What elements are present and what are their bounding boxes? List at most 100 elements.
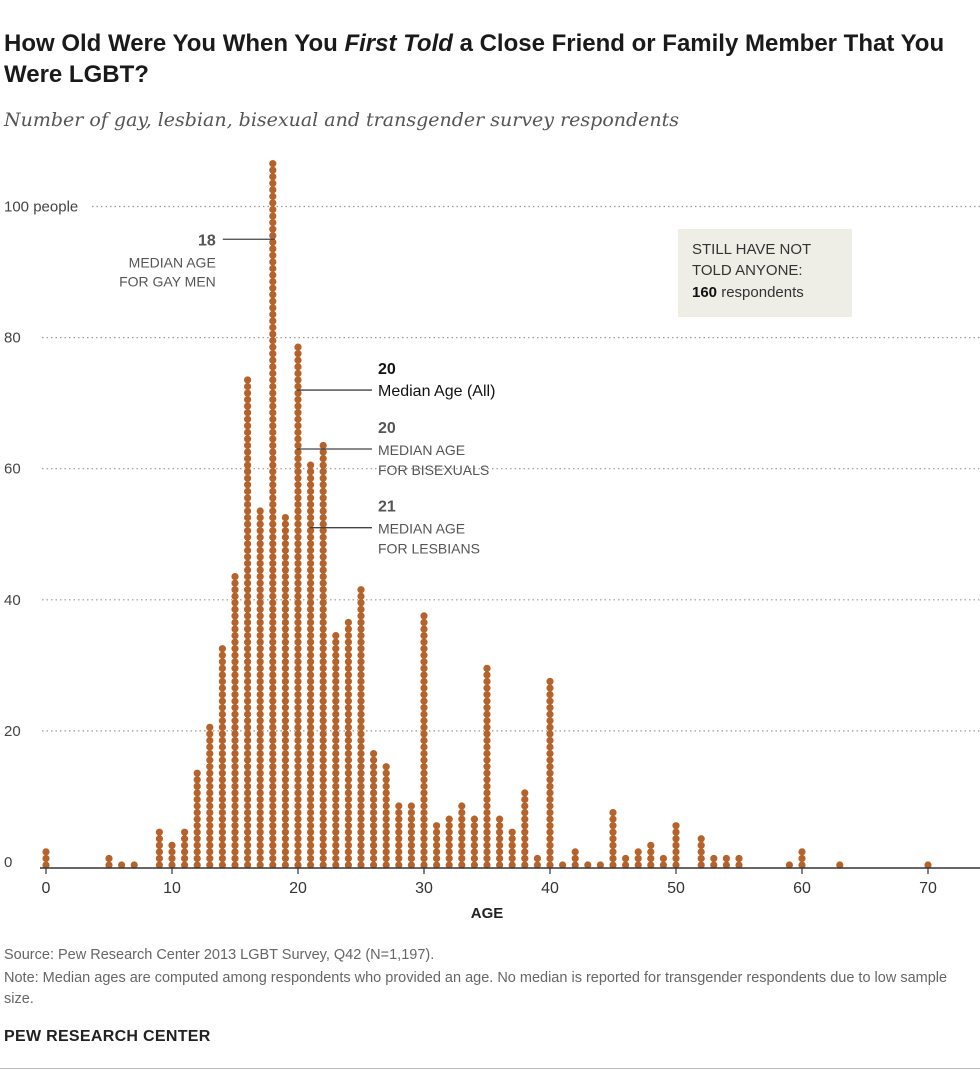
bar-dot [269,382,277,391]
bar-dot [294,553,302,561]
bar-dot [281,802,289,810]
bar-dot [269,671,277,679]
bar-dot [571,861,579,869]
bar-dot [218,763,226,771]
bar-dot [357,677,365,686]
bar-dot [420,802,428,810]
bar-dot [433,861,441,869]
bar-dot [231,612,239,620]
bar-dot [609,854,617,863]
bar-dot [344,749,352,758]
bar-dot [420,704,428,712]
bar-dot [269,205,277,214]
bar-dot [269,566,277,574]
bar-dot [193,782,201,790]
bar-dot [483,822,491,830]
bar-dot [218,795,226,804]
bar-dot [281,815,289,823]
bar-dot [281,710,289,718]
bar-dot [420,769,428,777]
bar-age-14 [218,645,226,869]
bar-dot [181,854,189,863]
bar-dot [672,841,680,849]
bar-dot [332,789,340,797]
bar-dot [206,736,214,745]
bar-dot [206,769,214,777]
bar-dot [307,612,315,620]
bar-dot [294,513,302,522]
bar-dot [269,343,277,351]
bar-dot [370,769,378,777]
bar-dot [546,828,554,836]
bar-dot [697,841,705,849]
bar-dot [281,828,289,836]
bar-dot [319,677,327,686]
bar-dot [244,468,252,476]
bar-dot [256,828,264,836]
axes: 0 20 40 60 80 100 people 0 10 20 30 40 50 60 70 AGE [4,199,980,922]
bar-dot [231,828,239,836]
bar-dot [407,848,415,856]
bar-dot [319,690,327,699]
bar-dot [256,586,264,594]
bar-dot [244,697,252,705]
bar-dot [42,861,50,869]
bar-dot [256,808,264,817]
bar-dot [244,376,252,384]
bar-dot [521,822,529,830]
bar-dot [319,513,327,522]
bar-age-25 [357,586,365,869]
bar-dot [269,337,277,345]
bar-dot [218,854,226,863]
bar-dot [256,736,264,745]
bar-dot [697,854,705,863]
bar-age-20 [294,343,302,869]
bar-dot [370,763,378,771]
bar-dot [672,848,680,856]
bar-dot [382,861,390,869]
bar-age-53 [710,854,718,869]
bar-dot [546,841,554,849]
median-annotation-4: 21 MEDIAN AGE FOR LESBIANS [309,499,480,557]
bar-dot [382,802,390,810]
bar-dot [332,828,340,836]
bar-dot [307,835,315,843]
bar-dot [294,664,302,672]
bar-dot [319,461,327,469]
median-label-line1: MEDIAN AGE [378,521,465,537]
median-label-line2: FOR GAY MEN [119,273,216,289]
bar-age-9 [155,828,163,869]
bar-dot [193,841,201,849]
bar-dot [269,789,277,797]
bar-dot [407,835,415,843]
bar-dot [231,671,239,679]
bar-dot [470,822,478,830]
bar-dot [294,704,302,712]
bar-dot [344,645,352,653]
bar-dot [281,795,289,804]
bar-dot [546,697,554,705]
bar-dot [294,389,302,397]
bar-dot [231,684,239,692]
bar-dot [231,697,239,705]
bar-dot [420,684,428,692]
bar-dot [193,815,201,823]
bar-dot [206,763,214,771]
bar-dot [269,638,277,646]
bar-dot [244,533,252,541]
bar-dot [483,841,491,849]
bar-dot [294,461,302,469]
callout-line1: STILL HAVE NOT [692,241,812,258]
bar-dot [521,802,529,810]
bar-dot [785,861,794,869]
bar-dot [307,540,315,548]
bar-dot [244,605,252,613]
bar-dot [269,520,277,528]
bar-dot [231,710,239,718]
bar-dot [231,599,239,607]
bar-dot [332,841,340,849]
bar-dot [294,435,302,443]
median-value: 20 [378,361,396,378]
bar-dot [798,854,806,863]
bar-dot [231,854,239,863]
